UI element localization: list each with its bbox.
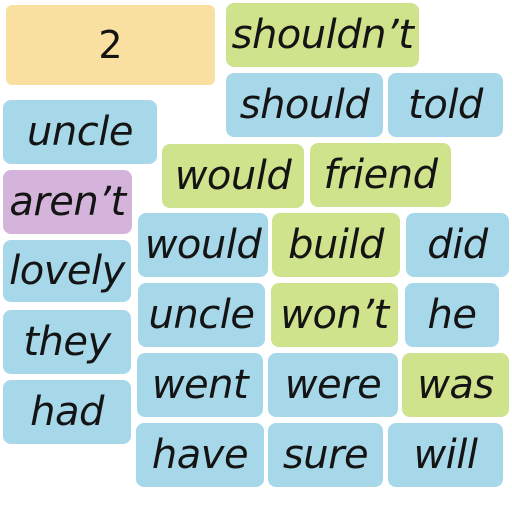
word-tile[interactable]: had	[3, 380, 131, 444]
word-tile[interactable]: sure	[268, 423, 383, 487]
word-tile[interactable]: told	[388, 73, 503, 137]
word-tile[interactable]: will	[388, 423, 503, 487]
word-tile-label: shouldn’t	[231, 12, 414, 58]
word-tile[interactable]: was	[402, 353, 509, 417]
word-tile-label: went	[151, 362, 249, 408]
word-tile[interactable]: friend	[310, 143, 451, 207]
word-tile-label: did	[427, 222, 488, 268]
score-value: 2	[98, 23, 123, 67]
word-tile-label: sure	[282, 432, 369, 478]
word-tile[interactable]: they	[3, 310, 131, 374]
word-tile-label: told	[408, 82, 483, 128]
word-tile-label: would	[144, 222, 262, 268]
word-tile-label: uncle	[27, 109, 133, 155]
word-tile-label: friend	[323, 152, 439, 198]
word-tile[interactable]: build	[272, 213, 400, 277]
word-tile[interactable]: lovely	[3, 240, 131, 302]
word-tile-label: they	[23, 319, 111, 365]
word-tile[interactable]: would	[138, 213, 268, 277]
word-tile[interactable]: shouldn’t	[226, 3, 419, 67]
word-tile-label: have	[151, 432, 249, 478]
score-display: 2	[6, 5, 215, 85]
word-tile-label: was	[417, 362, 494, 408]
word-tile[interactable]: went	[137, 353, 263, 417]
word-tile-label: won’t	[280, 292, 389, 338]
word-tile-label: build	[288, 222, 384, 268]
word-tile-label: uncle	[148, 292, 255, 338]
word-tile[interactable]: won’t	[271, 283, 398, 347]
word-tile[interactable]: have	[136, 423, 264, 487]
word-tile-label: lovely	[9, 248, 125, 294]
word-tile-label: aren’t	[9, 179, 126, 225]
word-tile-label: were	[284, 362, 382, 408]
word-tile[interactable]: uncle	[3, 100, 157, 164]
word-tile[interactable]: did	[406, 213, 509, 277]
word-tile[interactable]: he	[405, 283, 499, 347]
word-tile[interactable]: would	[162, 144, 304, 208]
word-tile[interactable]: should	[226, 73, 383, 137]
word-tile-label: should	[239, 82, 370, 128]
word-tile-label: had	[30, 389, 104, 435]
word-tile[interactable]: uncle	[138, 283, 265, 347]
word-tile-label: would	[174, 153, 292, 199]
word-tile[interactable]: were	[268, 353, 398, 417]
word-tile-label: will	[413, 432, 478, 478]
word-tile-label: he	[427, 292, 477, 338]
word-tile[interactable]: aren’t	[3, 170, 132, 234]
